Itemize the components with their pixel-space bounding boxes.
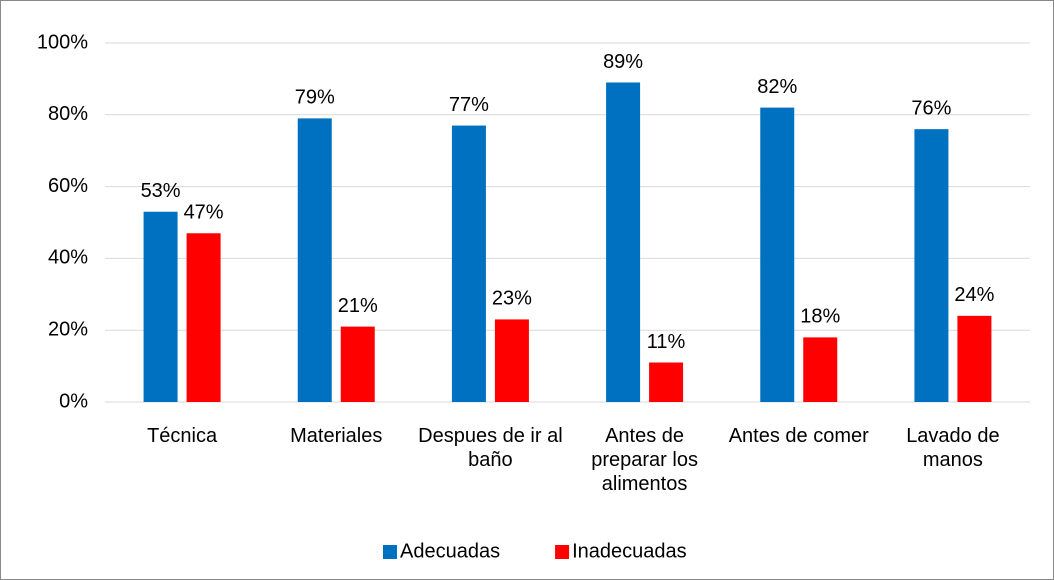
legend-label: Inadecuadas [572,540,687,562]
data-label: 53% [141,180,181,202]
legend-swatch [555,545,570,559]
bar [649,362,684,402]
data-label: 21% [338,295,378,317]
bar [494,319,529,402]
data-label: 18% [800,306,840,328]
y-tick-label: 60% [48,175,88,197]
bar [186,233,221,402]
data-label: 89% [603,51,643,73]
legend-label: Adecuadas [400,540,500,562]
bar [803,337,838,402]
x-tick-label: Antes de comer [728,425,869,447]
y-tick-label: 100% [37,31,88,53]
bar [340,326,375,402]
y-tick-label: 20% [48,318,88,340]
data-label: 24% [954,284,994,306]
bar [297,118,332,402]
x-tick-label: Lavado de manos [906,425,1000,471]
legend-swatch [383,545,397,559]
data-label: 76% [911,97,951,119]
y-tick-label: 0% [59,390,88,412]
bar [143,211,178,402]
bar [760,107,795,403]
y-tick-label: 40% [48,247,88,269]
data-label: 82% [757,76,797,98]
data-label: 47% [184,202,224,224]
data-label: 11% [647,331,686,353]
bar [914,129,949,402]
data-label: 79% [295,87,335,109]
x-tick-label: Antes de preparar los alimentos [591,425,698,495]
data-label: 77% [449,94,489,116]
y-tick-label: 80% [48,103,88,125]
bar [451,125,486,402]
x-tick-label: Técnica [147,425,218,447]
x-tick-label: Materiales [290,425,383,447]
x-tick-label: Despues de ir al baño [418,425,563,471]
bar [957,315,992,402]
data-label: 23% [492,288,532,310]
bar [606,82,641,403]
